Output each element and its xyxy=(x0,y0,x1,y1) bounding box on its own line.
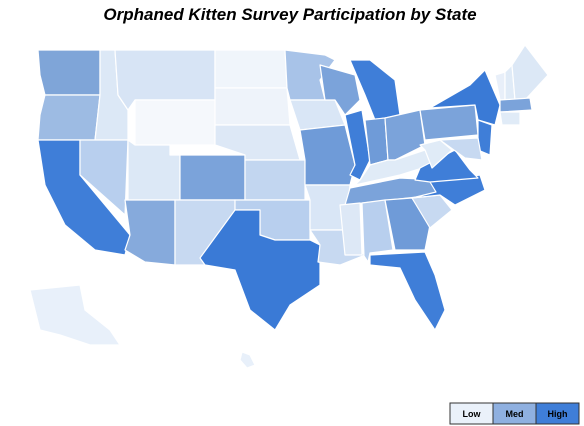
state xyxy=(284,49,336,101)
map-title: Orphaned Kitten Survey Participation by … xyxy=(103,5,476,24)
legend-label: High xyxy=(548,409,568,419)
state xyxy=(37,94,101,141)
state xyxy=(37,49,101,96)
state xyxy=(179,154,246,201)
state xyxy=(419,139,453,169)
state xyxy=(244,159,306,201)
state xyxy=(299,124,356,186)
state xyxy=(339,202,363,256)
legend: Low Med High xyxy=(449,402,580,425)
state xyxy=(411,174,486,206)
state xyxy=(439,137,483,161)
state xyxy=(199,209,321,331)
state xyxy=(124,199,176,266)
state xyxy=(134,99,216,146)
state xyxy=(127,139,181,201)
legend-label: Low xyxy=(463,409,482,419)
state xyxy=(239,351,256,369)
us-map xyxy=(29,44,549,369)
state xyxy=(214,49,288,89)
state xyxy=(384,109,426,161)
state xyxy=(511,44,549,101)
state xyxy=(419,104,479,141)
state xyxy=(214,87,291,126)
state xyxy=(79,139,129,216)
state xyxy=(429,69,501,126)
state xyxy=(499,97,533,113)
state xyxy=(499,111,521,126)
state xyxy=(369,251,446,331)
state xyxy=(29,284,121,346)
state xyxy=(384,197,431,251)
legend-label: Med xyxy=(506,409,524,419)
legend-swatch xyxy=(535,402,580,425)
